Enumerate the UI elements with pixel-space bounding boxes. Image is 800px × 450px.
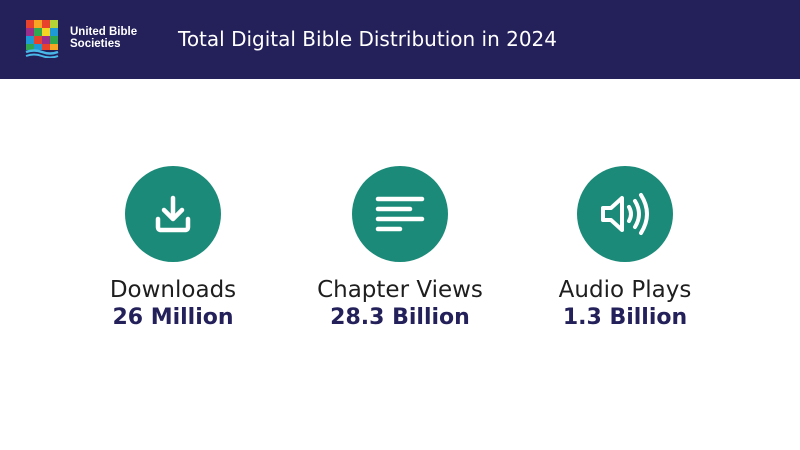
header-bar: United Bible Societies Total Digital Bib…: [0, 0, 800, 79]
speaker-icon: [601, 193, 649, 235]
stat-value: 1.3 Billion: [562, 305, 688, 330]
stat-chapter-views: Chapter Views 28.3 Billion: [270, 166, 530, 332]
ubs-logo[interactable]: United Bible Societies: [24, 18, 152, 58]
logo-text-line1: United Bible: [70, 26, 138, 38]
stat-label: Chapter Views: [317, 277, 483, 303]
stat-value: 26 Million: [112, 305, 234, 330]
download-circle: [125, 166, 221, 262]
text-lines-circle: [352, 166, 448, 262]
speaker-circle: [577, 166, 673, 262]
ubs-logo-icon: [25, 20, 59, 58]
download-icon: [155, 195, 191, 233]
stat-audio-plays: Audio Plays 1.3 Billion: [495, 166, 755, 332]
stat-downloads: Downloads 26 Million: [43, 166, 303, 332]
logo-text: United Bible Societies: [70, 26, 150, 50]
stat-label: Audio Plays: [558, 277, 692, 303]
logo-text-line2: Societies: [70, 38, 121, 50]
text-lines-icon: [375, 196, 425, 232]
stat-value: 28.3 Billion: [330, 305, 470, 330]
stat-label: Downloads: [109, 277, 237, 303]
page-title: Total Digital Bible Distribution in 2024: [178, 27, 558, 51]
